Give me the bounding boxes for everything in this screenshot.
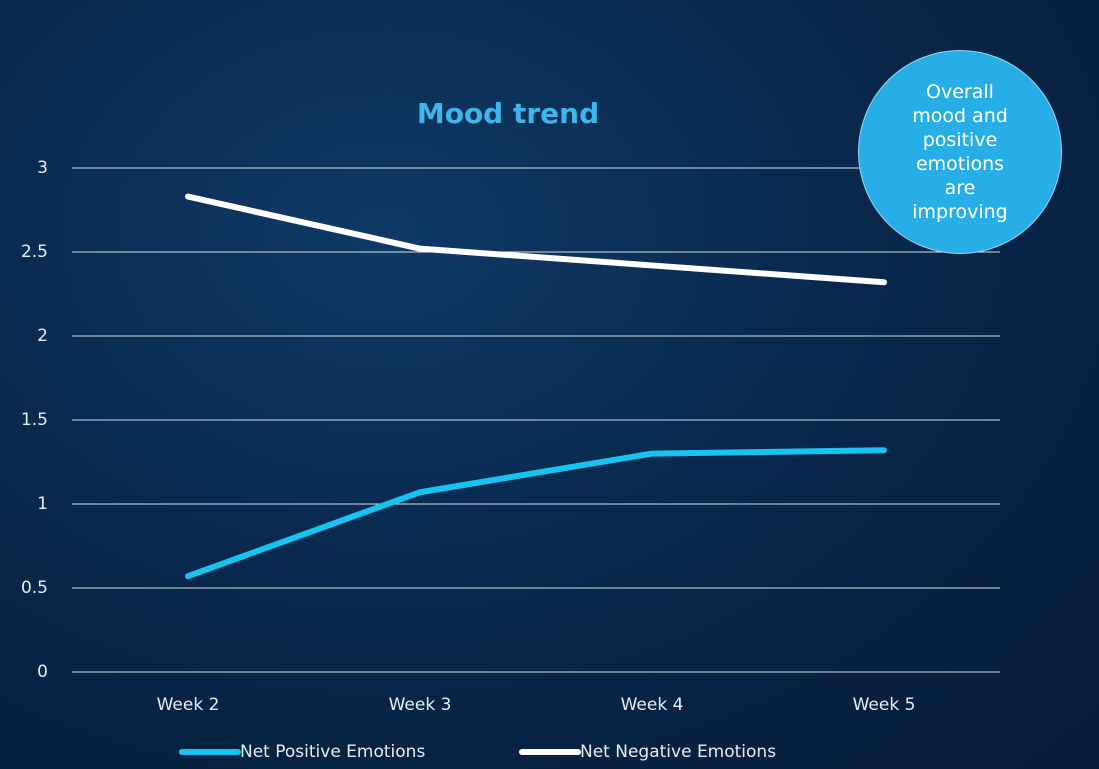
y-tick-label: 1.5: [21, 410, 48, 430]
x-tick-label: Week 5: [853, 695, 916, 715]
y-tick-label: 1: [37, 494, 48, 514]
legend-label: Net Negative Emotions: [580, 742, 776, 762]
y-tick-label: 2.5: [21, 242, 48, 262]
annotation: Overall mood and positive emotions are i…: [858, 50, 1062, 254]
x-tick-label: Week 3: [389, 695, 452, 715]
y-tick-label: 0.5: [21, 578, 48, 598]
legend-label: Net Positive Emotions: [240, 742, 425, 762]
y-tick-label: 3: [37, 158, 48, 178]
y-tick-label: 2: [37, 326, 48, 346]
series-line: [185, 193, 887, 286]
chart-title: Mood trend: [417, 97, 599, 130]
y-tick-label: 0: [37, 662, 48, 682]
x-tick-label: Week 4: [621, 695, 684, 715]
series-line: [185, 447, 887, 580]
x-tick-label: Week 2: [157, 695, 220, 715]
